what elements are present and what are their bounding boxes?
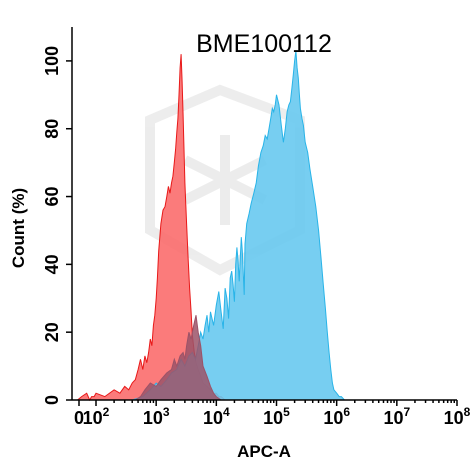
- x-tick-label: 0: [74, 408, 84, 428]
- y-tick-label: 20: [42, 322, 62, 342]
- x-tick-label: 103: [143, 405, 170, 428]
- y-tick-label: 40: [42, 254, 62, 274]
- y-tick-label: 100: [42, 46, 62, 76]
- x-tick-label: 108: [444, 405, 471, 428]
- x-tick-label: 107: [383, 405, 410, 428]
- y-tick-label: 80: [42, 119, 62, 139]
- histogram-series-3: [133, 315, 223, 401]
- x-tick-label: 104: [203, 405, 230, 428]
- y-axis-title: Count (%): [9, 188, 28, 268]
- y-tick-label: 0: [42, 395, 62, 405]
- histogram-series-layer: [76, 50, 355, 402]
- x-axis-title: APC-A: [237, 442, 291, 461]
- y-tick-label: 60: [42, 186, 62, 206]
- histogram-series-2: [132, 50, 355, 401]
- chart-title: BME100112: [196, 30, 332, 58]
- x-tick-label: 102: [83, 405, 110, 428]
- x-tick-label: 106: [323, 405, 350, 428]
- x-tick-label: 105: [263, 405, 290, 428]
